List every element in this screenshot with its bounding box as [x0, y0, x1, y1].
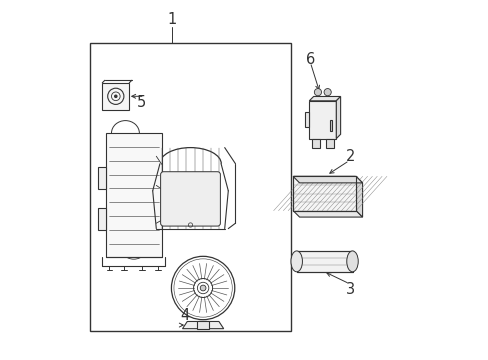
Circle shape: [324, 89, 330, 96]
Polygon shape: [182, 321, 223, 329]
Bar: [292, 176, 355, 211]
Text: 4: 4: [180, 307, 189, 323]
Bar: [89, 43, 291, 331]
Bar: [296, 251, 352, 272]
Text: 3: 3: [346, 282, 355, 297]
Circle shape: [314, 89, 321, 96]
Polygon shape: [355, 176, 362, 217]
Polygon shape: [309, 96, 340, 101]
Circle shape: [114, 94, 117, 98]
Text: 1: 1: [167, 12, 177, 27]
Bar: [311, 139, 319, 148]
Bar: [325, 139, 333, 148]
Bar: [98, 167, 106, 189]
Bar: [309, 101, 336, 139]
Bar: [106, 133, 162, 257]
Bar: [292, 176, 355, 211]
Text: 6: 6: [306, 52, 315, 67]
Polygon shape: [336, 96, 340, 139]
Bar: [305, 112, 309, 127]
Ellipse shape: [346, 251, 358, 272]
Polygon shape: [292, 211, 362, 217]
Text: 2: 2: [346, 149, 355, 164]
Circle shape: [200, 285, 205, 291]
Text: 5: 5: [137, 95, 146, 110]
FancyBboxPatch shape: [160, 172, 220, 226]
Ellipse shape: [290, 251, 302, 272]
Bar: [197, 321, 208, 329]
Bar: [98, 208, 106, 230]
Bar: [329, 120, 331, 131]
Polygon shape: [292, 176, 362, 183]
FancyBboxPatch shape: [102, 83, 129, 110]
